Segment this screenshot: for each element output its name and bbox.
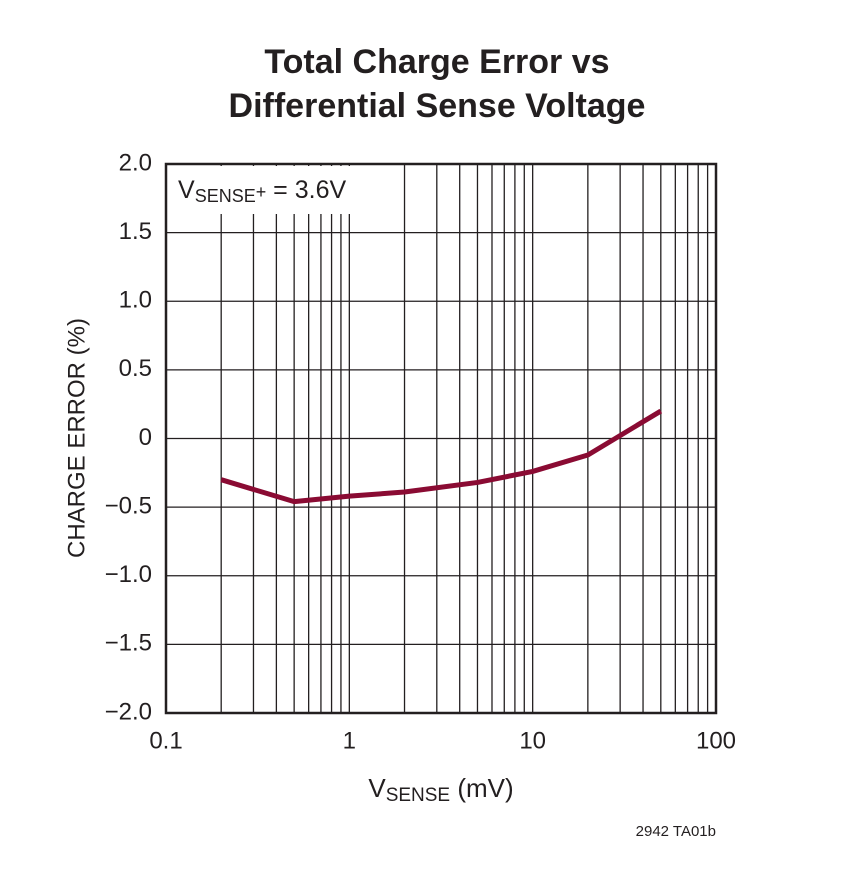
x-axis-label: VSENSE (mV) <box>368 773 513 806</box>
x-tick-label: 0.1 <box>149 727 182 754</box>
x-tick-label: 10 <box>519 727 546 754</box>
data-line <box>220 408 663 505</box>
y-tick-label: −0.5 <box>105 492 152 519</box>
plot-frame <box>164 162 718 715</box>
y-tick-label: 0.5 <box>119 355 152 382</box>
y-tick-label: −2.0 <box>105 698 152 725</box>
x-axis-label-sub: SENSE <box>386 785 450 806</box>
y-tick-label: 0 <box>139 424 152 451</box>
annotation-box <box>168 166 358 214</box>
y-tick-label: 1.0 <box>119 287 152 314</box>
annotation-rest: = 3.6V <box>266 176 346 204</box>
y-tick-label: −1.0 <box>105 561 152 588</box>
chart-title: Differential Sense Voltage <box>229 87 646 125</box>
y-tick-label: 2.0 <box>119 149 152 176</box>
x-axis-label-main: V <box>368 773 386 803</box>
x-tick-label: 1 <box>343 727 356 754</box>
footnote: 2942 TA01b <box>636 823 716 840</box>
y-tick-label: −1.5 <box>105 630 152 657</box>
annotation: VSENSE+ = 3.6V <box>178 176 346 206</box>
annotation-sub: SENSE <box>195 186 256 206</box>
y-axis-label: CHARGE ERROR (%) <box>63 318 90 558</box>
y-tick-label: 1.5 <box>119 218 152 245</box>
annotation-main: V <box>178 176 195 204</box>
x-axis-label-rest: (mV) <box>450 773 514 803</box>
chart-title: Total Charge Error vs <box>264 43 609 81</box>
annotation-sup: + <box>256 182 267 202</box>
x-tick-label: 100 <box>696 727 736 754</box>
